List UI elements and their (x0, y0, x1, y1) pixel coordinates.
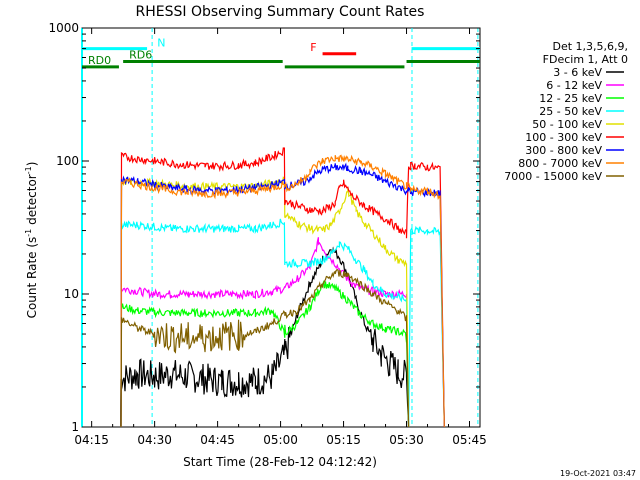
series-line-3 (120, 218, 445, 428)
y-tick-label: 100 (56, 154, 79, 168)
chart-title: RHESSI Observing Summary Count Rates (136, 4, 425, 20)
y-tick-label: 1000 (48, 21, 79, 35)
x-tick-label: 05:30 (389, 433, 424, 447)
series-line-5 (120, 147, 445, 428)
y-axis-label: Count Rate (s-1 detector-1) (24, 162, 39, 319)
series-line-2 (120, 280, 410, 428)
timestamp: 19-Oct-2021 03:47 (560, 469, 636, 478)
legend-header: FDecim 1, Att 0 (543, 53, 628, 66)
legend-entry-label: 12 - 25 keV (539, 92, 602, 105)
x-tick-label: 04:15 (74, 433, 109, 447)
legend-entry-label: 25 - 50 keV (539, 105, 602, 118)
legend-entry-label: 6 - 12 keV (546, 79, 602, 92)
x-tick-label: 05:45 (452, 433, 487, 447)
status-bar-label: RD0 (88, 54, 111, 67)
series-line-8 (120, 268, 410, 428)
series-line-4 (120, 176, 410, 428)
axis-ticks: 04:15 04:30 04:45 05:00 05:15 05:30 05:45 1 10 10… (48, 21, 486, 447)
y-tick-label: 10 (64, 287, 79, 301)
series-line-1 (120, 237, 410, 428)
x-tick-label: 04:30 (137, 433, 172, 447)
legend-header: Det 1,3,5,6,9, (552, 40, 628, 53)
x-tick-label: 04:45 (200, 433, 235, 447)
status-bar-label: N (157, 37, 165, 50)
y-tick-label: 1 (71, 420, 79, 434)
legend: Det 1,3,5,6,9,FDecim 1, Att 03 - 6 keV6 … (504, 40, 628, 183)
legend-entry-label: 800 - 7000 keV (518, 157, 602, 170)
x-tick-label: 05:15 (326, 433, 361, 447)
legend-entry-label: 3 - 6 keV (553, 66, 602, 79)
series-layer (120, 147, 445, 428)
status-bar-label: F (310, 41, 316, 54)
status-bar-label: RD6 (129, 48, 152, 61)
status-bars: N RD0 RD6 F (82, 37, 480, 69)
legend-entry-label: 50 - 100 keV (532, 118, 602, 131)
legend-entry-label: 300 - 800 keV (525, 144, 602, 157)
series-line-6 (120, 162, 445, 428)
legend-entry-label: 7000 - 15000 keV (504, 170, 602, 183)
series-line-7 (120, 154, 445, 428)
legend-entry-label: 100 - 300 keV (525, 131, 602, 144)
x-tick-label: 05:00 (263, 433, 298, 447)
x-axis-label: Start Time (28-Feb-12 04:12:42) (183, 455, 377, 469)
